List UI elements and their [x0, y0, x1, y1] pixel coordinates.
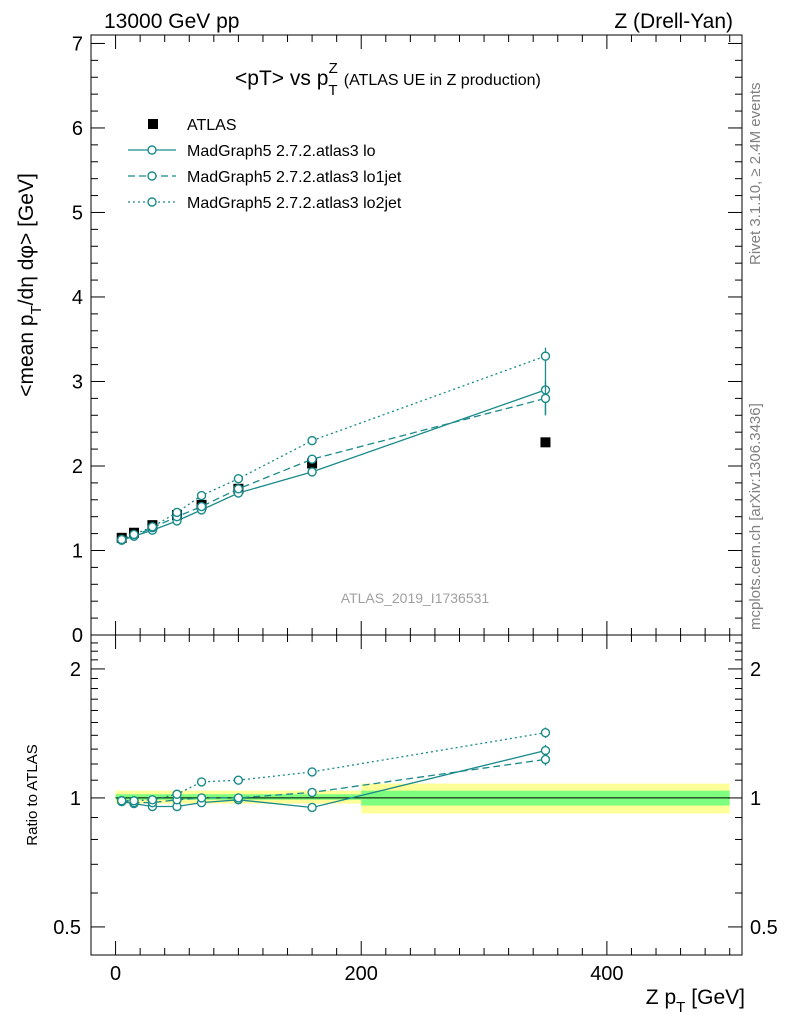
x-axis-label-main: Z p	[646, 986, 676, 1009]
main-series-line	[121, 397, 546, 541]
legend-marker-atlas	[148, 119, 158, 129]
legend-marker	[147, 145, 157, 155]
main-series-point	[233, 484, 244, 494]
ratio-series-point	[307, 767, 317, 777]
ratio-series-point	[307, 787, 317, 798]
ratio-plot-area	[90, 634, 743, 956]
rivet-label: Rivet 3.1.10, ≥ 2.4M events	[747, 83, 764, 266]
x-tick-label: 0	[110, 963, 121, 985]
chart-title-rest: (ATLAS UE in Z production)	[344, 72, 541, 89]
header-left: 13000 GeV pp	[104, 10, 239, 33]
legend-label: MadGraph5 2.7.2.atlas3 lo	[187, 143, 376, 160]
chart-title: <pT> vs pTZ (ATLAS UE in Z production)	[235, 60, 541, 99]
x-tick-label: 400	[590, 963, 623, 985]
ratio-y-tick-label-right: 1	[750, 788, 761, 810]
main-series-point	[307, 435, 317, 446]
x-axis-label: Z pT [GeV]	[646, 986, 745, 1016]
ratio-series-point	[117, 796, 127, 806]
main-series-point	[172, 507, 182, 518]
main-series-point	[117, 534, 127, 545]
main-y-tick-label: 1	[72, 540, 83, 562]
main-axis-ticks: 0 1 2 3 4 5 6 7	[72, 33, 742, 647]
ratio-uncertainty-bands	[115, 783, 730, 814]
ratio-y-tick-label-left: 1	[70, 788, 81, 810]
legend: ATLAS MadGraph5 2.7.2.atlas3 lo MadGraph5 …	[128, 117, 402, 212]
main-y-tick-label: 2	[72, 456, 83, 478]
main-y-axis-label: <mean pT/dη dφ> [GeV]	[15, 173, 45, 397]
main-y-label-part: /dη dφ> [GeV]	[15, 173, 38, 305]
main-series-point	[540, 393, 551, 404]
ratio-axis-ticks: 0.5 0.5 1 1 2 2 0 200 400	[53, 635, 778, 985]
legend-label: MadGraph5 2.7.2.atlas3 lo2jet	[187, 195, 402, 212]
header-right: Z (Drell-Yan)	[614, 10, 733, 33]
x-axis-label-unit: [GeV]	[691, 986, 745, 1009]
ratio-y-tick-label-right: 0.5	[750, 917, 778, 939]
main-series-line	[121, 389, 546, 542]
main-y-tick-label: 4	[72, 287, 83, 309]
main-series-point	[307, 454, 317, 464]
legend-label: MadGraph5 2.7.2.atlas3 lo1jet	[187, 169, 402, 186]
mcplots-label: mcplots.cern.ch [arXiv:1306.3436]	[747, 403, 764, 630]
main-series-point	[233, 473, 244, 484]
ratio-series-point	[172, 789, 182, 799]
ratio-series-point	[196, 793, 207, 803]
main-series-line	[121, 355, 546, 541]
watermark: ATLAS_2019_I1736531	[341, 590, 490, 606]
main-y-tick-label: 5	[72, 202, 83, 224]
main-series-point	[196, 490, 207, 501]
main-y-tick-label: 0	[72, 625, 83, 647]
main-series-point	[307, 467, 317, 477]
main-series-point	[540, 351, 551, 361]
ratio-y-tick-label-left: 0.5	[53, 917, 81, 939]
chart-title-sub: T	[328, 82, 337, 99]
ratio-series-point	[233, 793, 244, 803]
main-series-point	[196, 501, 207, 512]
ratio-series-point	[540, 727, 551, 738]
ratio-series-point	[540, 754, 551, 765]
ratio-series-group	[117, 727, 551, 813]
ratio-series-point	[129, 796, 139, 806]
chart-title-main: <pT> vs p	[235, 67, 328, 90]
ratio-y-axis-label: Ratio to ATLAS	[24, 744, 41, 845]
main-y-tick-label: 6	[72, 118, 83, 140]
legend-marker	[147, 197, 157, 207]
main-y-label-sub: T	[28, 305, 45, 314]
ratio-series-point	[307, 802, 317, 813]
ratio-series-point	[196, 777, 207, 787]
main-y-tick-label: 7	[72, 33, 83, 55]
ratio-series-point	[540, 745, 551, 756]
main-series-point	[129, 529, 139, 540]
chart-title-sup: Z	[329, 60, 338, 77]
main-series-group	[116, 347, 551, 546]
main-y-label-part: <mean p	[15, 314, 38, 396]
legend-label: ATLAS	[187, 117, 237, 134]
ratio-panel: 0.5 0.5 1 1 2 2 0 200 400 Ratio to ATLAS Z pT [Ge…	[24, 634, 778, 1016]
x-axis-label-sub: T	[676, 999, 685, 1016]
ratio-y-tick-label-left: 2	[70, 659, 81, 681]
ratio-y-tick-label-right: 2	[750, 659, 761, 681]
legend-marker	[147, 171, 157, 181]
ratio-series-point	[233, 775, 244, 785]
atlas-data-point	[540, 437, 551, 448]
main-y-tick-label: 3	[72, 371, 83, 393]
x-tick-label: 200	[345, 963, 378, 985]
main-series-point	[147, 522, 158, 532]
ratio-frame	[90, 634, 743, 956]
ratio-series-point	[147, 795, 158, 805]
